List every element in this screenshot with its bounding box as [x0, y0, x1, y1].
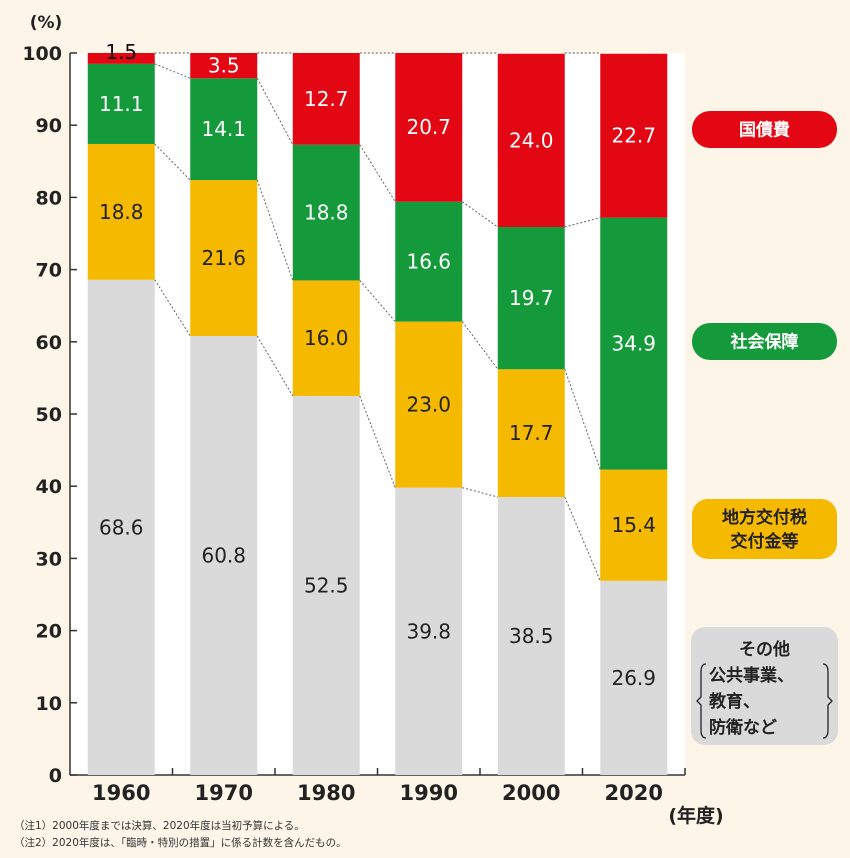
- legend-other-text: 防衛など: [709, 717, 777, 738]
- bar-segment: [395, 321, 463, 488]
- connector-line: [359, 280, 396, 322]
- bar-segment: [190, 78, 258, 181]
- y-tick-label: 80: [36, 187, 62, 209]
- bar-segment: [497, 497, 565, 775]
- legend-bracket-right: [822, 663, 833, 739]
- y-tick-label: 0: [49, 765, 62, 787]
- plot-background: [70, 53, 685, 775]
- data-label: 12.7: [304, 87, 349, 111]
- bar-segment: [600, 469, 668, 581]
- connector-line: [154, 279, 191, 337]
- legend-social: [692, 323, 837, 360]
- data-label: 38.5: [509, 624, 554, 648]
- legend-other-text: 公共事業、: [709, 665, 794, 686]
- note-2: （注2）2020年度は、「臨時・特別の措置」に係る計数を含んだもの。: [14, 837, 347, 849]
- y-tick-label: 40: [36, 476, 62, 498]
- y-tick-label: 20: [36, 621, 62, 643]
- data-label: 16.0: [304, 326, 349, 350]
- y-tick-label: 10: [36, 693, 62, 715]
- data-label: 21.6: [201, 246, 246, 270]
- y-tick-label: 50: [36, 404, 62, 426]
- bar-segment: [600, 53, 668, 218]
- data-label: 11.1: [99, 92, 144, 116]
- x-unit-label: (年度): [668, 804, 723, 827]
- data-label: 34.9: [611, 332, 656, 356]
- bar-segment: [292, 144, 360, 281]
- data-label: 19.7: [509, 286, 554, 310]
- data-label: 18.8: [99, 200, 144, 224]
- connector-line: [256, 78, 294, 145]
- bar-segment: [497, 369, 565, 498]
- y-tick-label: 100: [22, 43, 62, 65]
- bar-segment: [497, 227, 565, 370]
- note-1: （注1）2000年度までは決算、2020年度は当初予算による。: [14, 820, 305, 832]
- connector-line: [359, 395, 396, 488]
- data-label: 39.8: [406, 619, 451, 643]
- bar-segment: [87, 143, 155, 280]
- data-label: 20.7: [406, 115, 451, 139]
- bar-segment: [395, 487, 463, 775]
- connector-line: [564, 496, 601, 581]
- connector-line: [256, 179, 294, 281]
- bar-segment: [292, 53, 360, 145]
- y-tick-label: 90: [36, 115, 62, 137]
- legend-other-text: その他: [739, 639, 790, 660]
- legend-debt-text: 国債費: [739, 120, 790, 141]
- connector-line: [461, 201, 499, 228]
- data-label: 24.0: [509, 128, 554, 152]
- data-label: 15.4: [611, 513, 656, 537]
- data-label: 16.6: [406, 250, 451, 274]
- data-label: 68.6: [99, 515, 144, 539]
- y-tick-label: 30: [36, 548, 62, 570]
- bar-segment: [190, 180, 258, 337]
- legend-local: [692, 499, 837, 559]
- x-tick-label: 1960: [92, 781, 150, 805]
- bar-segment: [600, 580, 668, 775]
- bar-segment: [190, 336, 258, 775]
- data-label: 17.7: [509, 421, 554, 445]
- data-label: 18.8: [304, 201, 349, 225]
- data-label: 60.8: [201, 544, 246, 568]
- bar-segment: [497, 53, 565, 228]
- data-label: 23.0: [406, 393, 451, 417]
- bar-segment: [292, 280, 360, 396]
- bar-segment: [87, 279, 155, 775]
- legend-debt: [692, 111, 837, 148]
- bar-segment: [87, 63, 155, 144]
- x-tick-label: 1990: [400, 781, 458, 805]
- bar-segment: [292, 395, 360, 775]
- data-label: 26.9: [611, 666, 656, 690]
- bar-segment: [87, 53, 155, 64]
- y-unit-label: (%): [30, 13, 63, 33]
- x-tick-label: 2000: [502, 781, 560, 805]
- x-tick-label: 1980: [297, 781, 355, 805]
- connector-line: [154, 143, 191, 181]
- connector-line: [359, 144, 396, 202]
- data-label: 52.5: [304, 573, 349, 597]
- legend-social-text: 社会保障: [730, 332, 799, 353]
- legend-local-text: 交付金等: [731, 531, 799, 552]
- y-tick-label: 60: [36, 332, 62, 354]
- connector-line: [564, 369, 601, 470]
- connector-line: [461, 321, 499, 370]
- bar-segment: [395, 201, 463, 322]
- x-tick-label: 2020: [605, 781, 663, 805]
- legend-other-text: 教育、: [708, 691, 760, 712]
- bar-segment: [395, 53, 463, 202]
- y-tick-label: 70: [36, 260, 62, 282]
- data-label: 14.1: [201, 117, 246, 141]
- legend-other: [691, 627, 838, 745]
- legend-bracket-left: [696, 663, 707, 739]
- data-label: 3.5: [208, 54, 240, 78]
- data-label: 22.7: [611, 124, 656, 148]
- bar-segment: [190, 53, 258, 79]
- legend-local-text: 地方交付税: [722, 507, 807, 528]
- bar-segment: [600, 217, 668, 470]
- data-label: 1.5: [105, 40, 137, 64]
- x-tick-label: 1970: [195, 781, 253, 805]
